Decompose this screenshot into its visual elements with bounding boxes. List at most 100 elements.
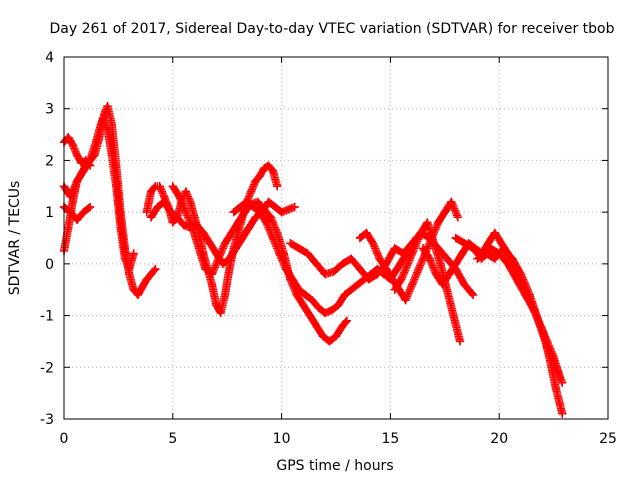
plot-frame — [63, 56, 609, 420]
data-point — [503, 259, 513, 268]
data-point — [181, 208, 190, 217]
data-point — [199, 228, 208, 237]
series-arc-9 — [286, 228, 478, 299]
data-point — [334, 301, 343, 310]
data-point — [368, 239, 378, 248]
data-point — [312, 259, 321, 268]
data-point — [168, 182, 177, 191]
grid-lines — [64, 57, 608, 419]
data-point — [146, 213, 156, 222]
data-point — [77, 169, 86, 178]
data-point — [512, 275, 521, 284]
data-point — [238, 233, 247, 243]
data-point — [251, 213, 260, 222]
data-point — [86, 161, 95, 170]
data-point — [253, 197, 262, 206]
data-point — [290, 202, 299, 212]
data-point — [166, 208, 175, 217]
data-point — [314, 303, 323, 312]
data-point — [434, 218, 443, 227]
data-point — [482, 249, 491, 258]
y-tick-label: -3 — [40, 412, 54, 428]
data-point — [120, 254, 130, 263]
y-tick-label: 3 — [45, 102, 54, 118]
data-point — [364, 275, 373, 284]
data-point — [284, 205, 293, 214]
data-point — [64, 133, 73, 142]
data-point — [72, 177, 82, 186]
data-point — [355, 233, 365, 243]
data-point — [233, 218, 243, 227]
data-point — [458, 249, 467, 258]
data-point — [362, 228, 371, 237]
data-point — [410, 244, 419, 253]
data-point — [268, 166, 277, 175]
data-point — [79, 208, 88, 217]
data-point — [338, 321, 347, 331]
data-point — [264, 161, 273, 170]
series-markers — [142, 161, 282, 318]
data-point — [468, 244, 478, 253]
data-point — [381, 264, 391, 274]
data-point — [423, 218, 432, 227]
series-arc-14 — [473, 244, 567, 387]
data-point — [242, 197, 251, 206]
data-point — [216, 308, 225, 318]
data-point — [81, 156, 90, 165]
data-point — [190, 213, 199, 222]
data-point — [329, 267, 338, 276]
data-point — [192, 220, 201, 230]
data-point — [99, 114, 108, 124]
data-point — [408, 280, 417, 289]
data-point — [153, 202, 162, 212]
data-point — [542, 342, 552, 351]
data-point — [129, 285, 138, 294]
data-point — [90, 151, 99, 160]
data-point — [260, 205, 269, 214]
data-point — [321, 270, 330, 279]
data-point — [277, 208, 286, 217]
data-point — [373, 270, 382, 279]
data-point — [218, 259, 227, 268]
data-point — [473, 254, 482, 263]
data-point — [401, 295, 410, 305]
series-arc-13 — [451, 233, 567, 418]
chart-title: Day 261 of 2017, Sidereal Day-to-day VTE… — [49, 21, 614, 37]
data-point — [440, 208, 449, 217]
data-point — [451, 259, 460, 268]
data-point — [244, 223, 254, 232]
data-point — [146, 270, 156, 279]
data-point — [455, 337, 465, 346]
data-point — [551, 383, 560, 393]
data-point — [214, 254, 223, 263]
data-point — [260, 164, 269, 173]
data-point — [392, 264, 402, 274]
data-point — [112, 182, 121, 191]
data-point — [403, 259, 412, 268]
data-point — [303, 249, 312, 258]
data-point — [425, 254, 434, 263]
data-point — [325, 337, 334, 346]
data-point — [388, 275, 397, 284]
data-point — [551, 363, 560, 372]
data-point — [486, 244, 495, 253]
series-arc-5 — [142, 161, 282, 318]
data-point — [236, 202, 245, 212]
data-point — [516, 270, 526, 279]
data-point — [416, 228, 425, 237]
data-point — [159, 197, 169, 206]
data-point — [225, 264, 234, 274]
data-point — [390, 285, 399, 294]
data-point — [247, 187, 256, 196]
data-point — [468, 290, 478, 299]
data-point — [499, 244, 508, 253]
data-point — [460, 280, 469, 289]
data-point — [201, 264, 210, 274]
data-point — [116, 223, 125, 232]
data-point — [233, 228, 243, 237]
data-point — [175, 192, 184, 201]
data-point — [142, 208, 151, 217]
data-point — [438, 280, 447, 289]
data-point — [294, 285, 304, 294]
data-point — [255, 171, 264, 181]
